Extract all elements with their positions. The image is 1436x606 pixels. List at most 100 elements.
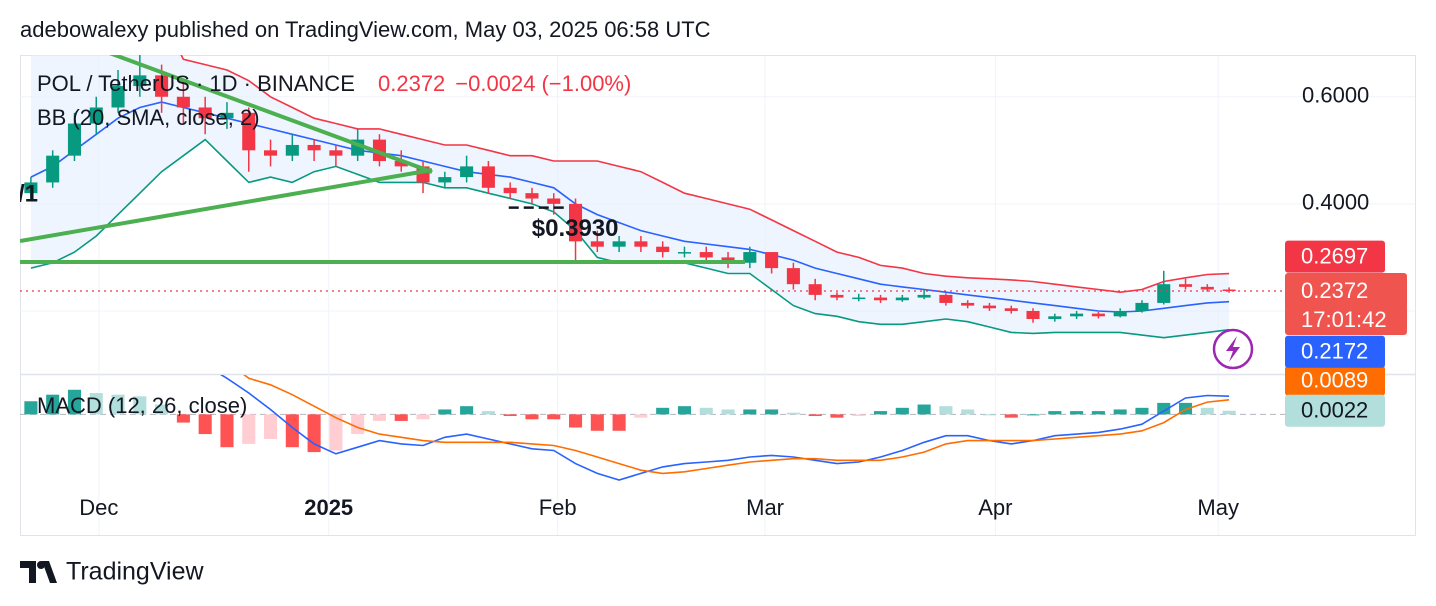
trend-line [20,168,433,243]
histogram-bar [24,401,38,415]
candle-body [1113,310,1127,317]
candle-body [481,166,495,188]
symbol: POL / TetherUS · 1D · BINANCE [37,71,355,96]
histogram-bar [67,389,81,415]
candle-body [1200,286,1214,290]
alert-icon[interactable] [1212,328,1254,370]
histogram-bar [590,414,604,431]
macd-legend: MACD (12, 26, close) [37,393,247,418]
candle-body [1135,302,1149,311]
histogram-bar [547,414,561,420]
y-tick-label: 0.6000 [1302,83,1369,108]
y-tick-label: 0.4000 [1302,190,1369,215]
candle-body [176,96,190,108]
candle-body [460,166,474,178]
legend: POL / TetherUS · 1D · BINANCE 0.2372 −0.00… [37,71,631,96]
candle-body [786,268,800,285]
countdown: 17:01:42 [1301,307,1387,332]
candle-body [895,297,909,301]
histogram-bar [1026,414,1040,416]
candle-body [1222,289,1236,292]
histogram-bar [677,406,691,415]
candle-body [852,297,866,300]
signal-line [243,375,1230,475]
change: −0.0024 [455,71,535,96]
histogram-bar [1048,411,1062,415]
histogram-bar [656,407,670,415]
price-box-label: 0.2172 [1301,339,1368,364]
candle-body [917,294,931,298]
candle-body [982,305,996,309]
histogram-bar [1179,402,1193,415]
candle-body [1179,284,1193,287]
histogram-bar [46,394,60,415]
candle-body [525,193,539,199]
candle-body [155,75,169,97]
price-box [1285,394,1385,427]
logo-mark [20,561,57,583]
change-pct: (−1.00%) [541,71,631,96]
candle-body [699,252,713,258]
histogram-bar [329,414,343,451]
candle-body [329,150,343,156]
histogram-bar [111,394,125,415]
histogram-bar [612,414,626,431]
histogram-bar [481,411,495,415]
histogram-bar [242,414,256,444]
histogram-bar [198,414,212,435]
candle-body [1048,316,1062,319]
bb-basis [30,101,1230,313]
histogram-bar [351,414,365,435]
histogram-bar [874,411,888,415]
histogram-bar [394,414,408,421]
histogram-bar [1113,409,1127,415]
candle-body [961,302,975,306]
histogram-bar [133,396,147,415]
x-tick-label: Feb [539,495,577,520]
candle-body [198,107,212,119]
footer: TradingView [66,558,205,586]
bb-upper [180,55,1230,294]
price-box-label: 0.2697 [1301,243,1368,268]
price-box [1285,335,1385,368]
candle-body [939,294,953,303]
frame [20,55,1416,536]
histogram-bar [460,406,474,415]
last-price-box [1285,273,1407,336]
trend-line [109,55,433,174]
histogram-bar [634,414,648,418]
histogram-bar [307,414,321,453]
histogram-bar [416,414,430,420]
candle-body [438,177,452,183]
bb-legend: BB (20, SMA, close, 2) [37,105,260,130]
histogram-bar [939,406,953,415]
histogram-bar [808,414,822,417]
candle-body [67,123,81,156]
candle-body [503,187,517,194]
alert-bolt[interactable] [1226,336,1240,362]
drawing-label: /1 [18,180,38,207]
histogram-bar [765,409,779,415]
histogram-bar [503,414,517,417]
histogram-bar [1004,414,1018,418]
candle-body [590,241,604,247]
candle-body [220,112,234,119]
candle-body [1026,310,1040,319]
histogram-bar [743,409,757,415]
x-tick-label: May [1197,495,1239,520]
x-tick-label: 2025 [304,495,353,520]
histogram-bar [786,412,800,415]
candle-body [677,252,691,254]
histogram-bar [895,407,909,415]
labels: Dec 2025 Feb Mar Apr May 0.6000 0.4000 0.0089 0.2… [79,83,1407,520]
histogram-bar [220,414,234,448]
histogram-bar [699,407,713,415]
candle-body [1157,284,1171,303]
price-box [1285,240,1385,273]
candle-body [874,297,888,301]
price-box-label: 0.0089 [1301,368,1368,393]
last-price-label: 0.2372 [1301,278,1368,303]
candle-body [612,241,626,247]
candle-body [830,294,844,298]
